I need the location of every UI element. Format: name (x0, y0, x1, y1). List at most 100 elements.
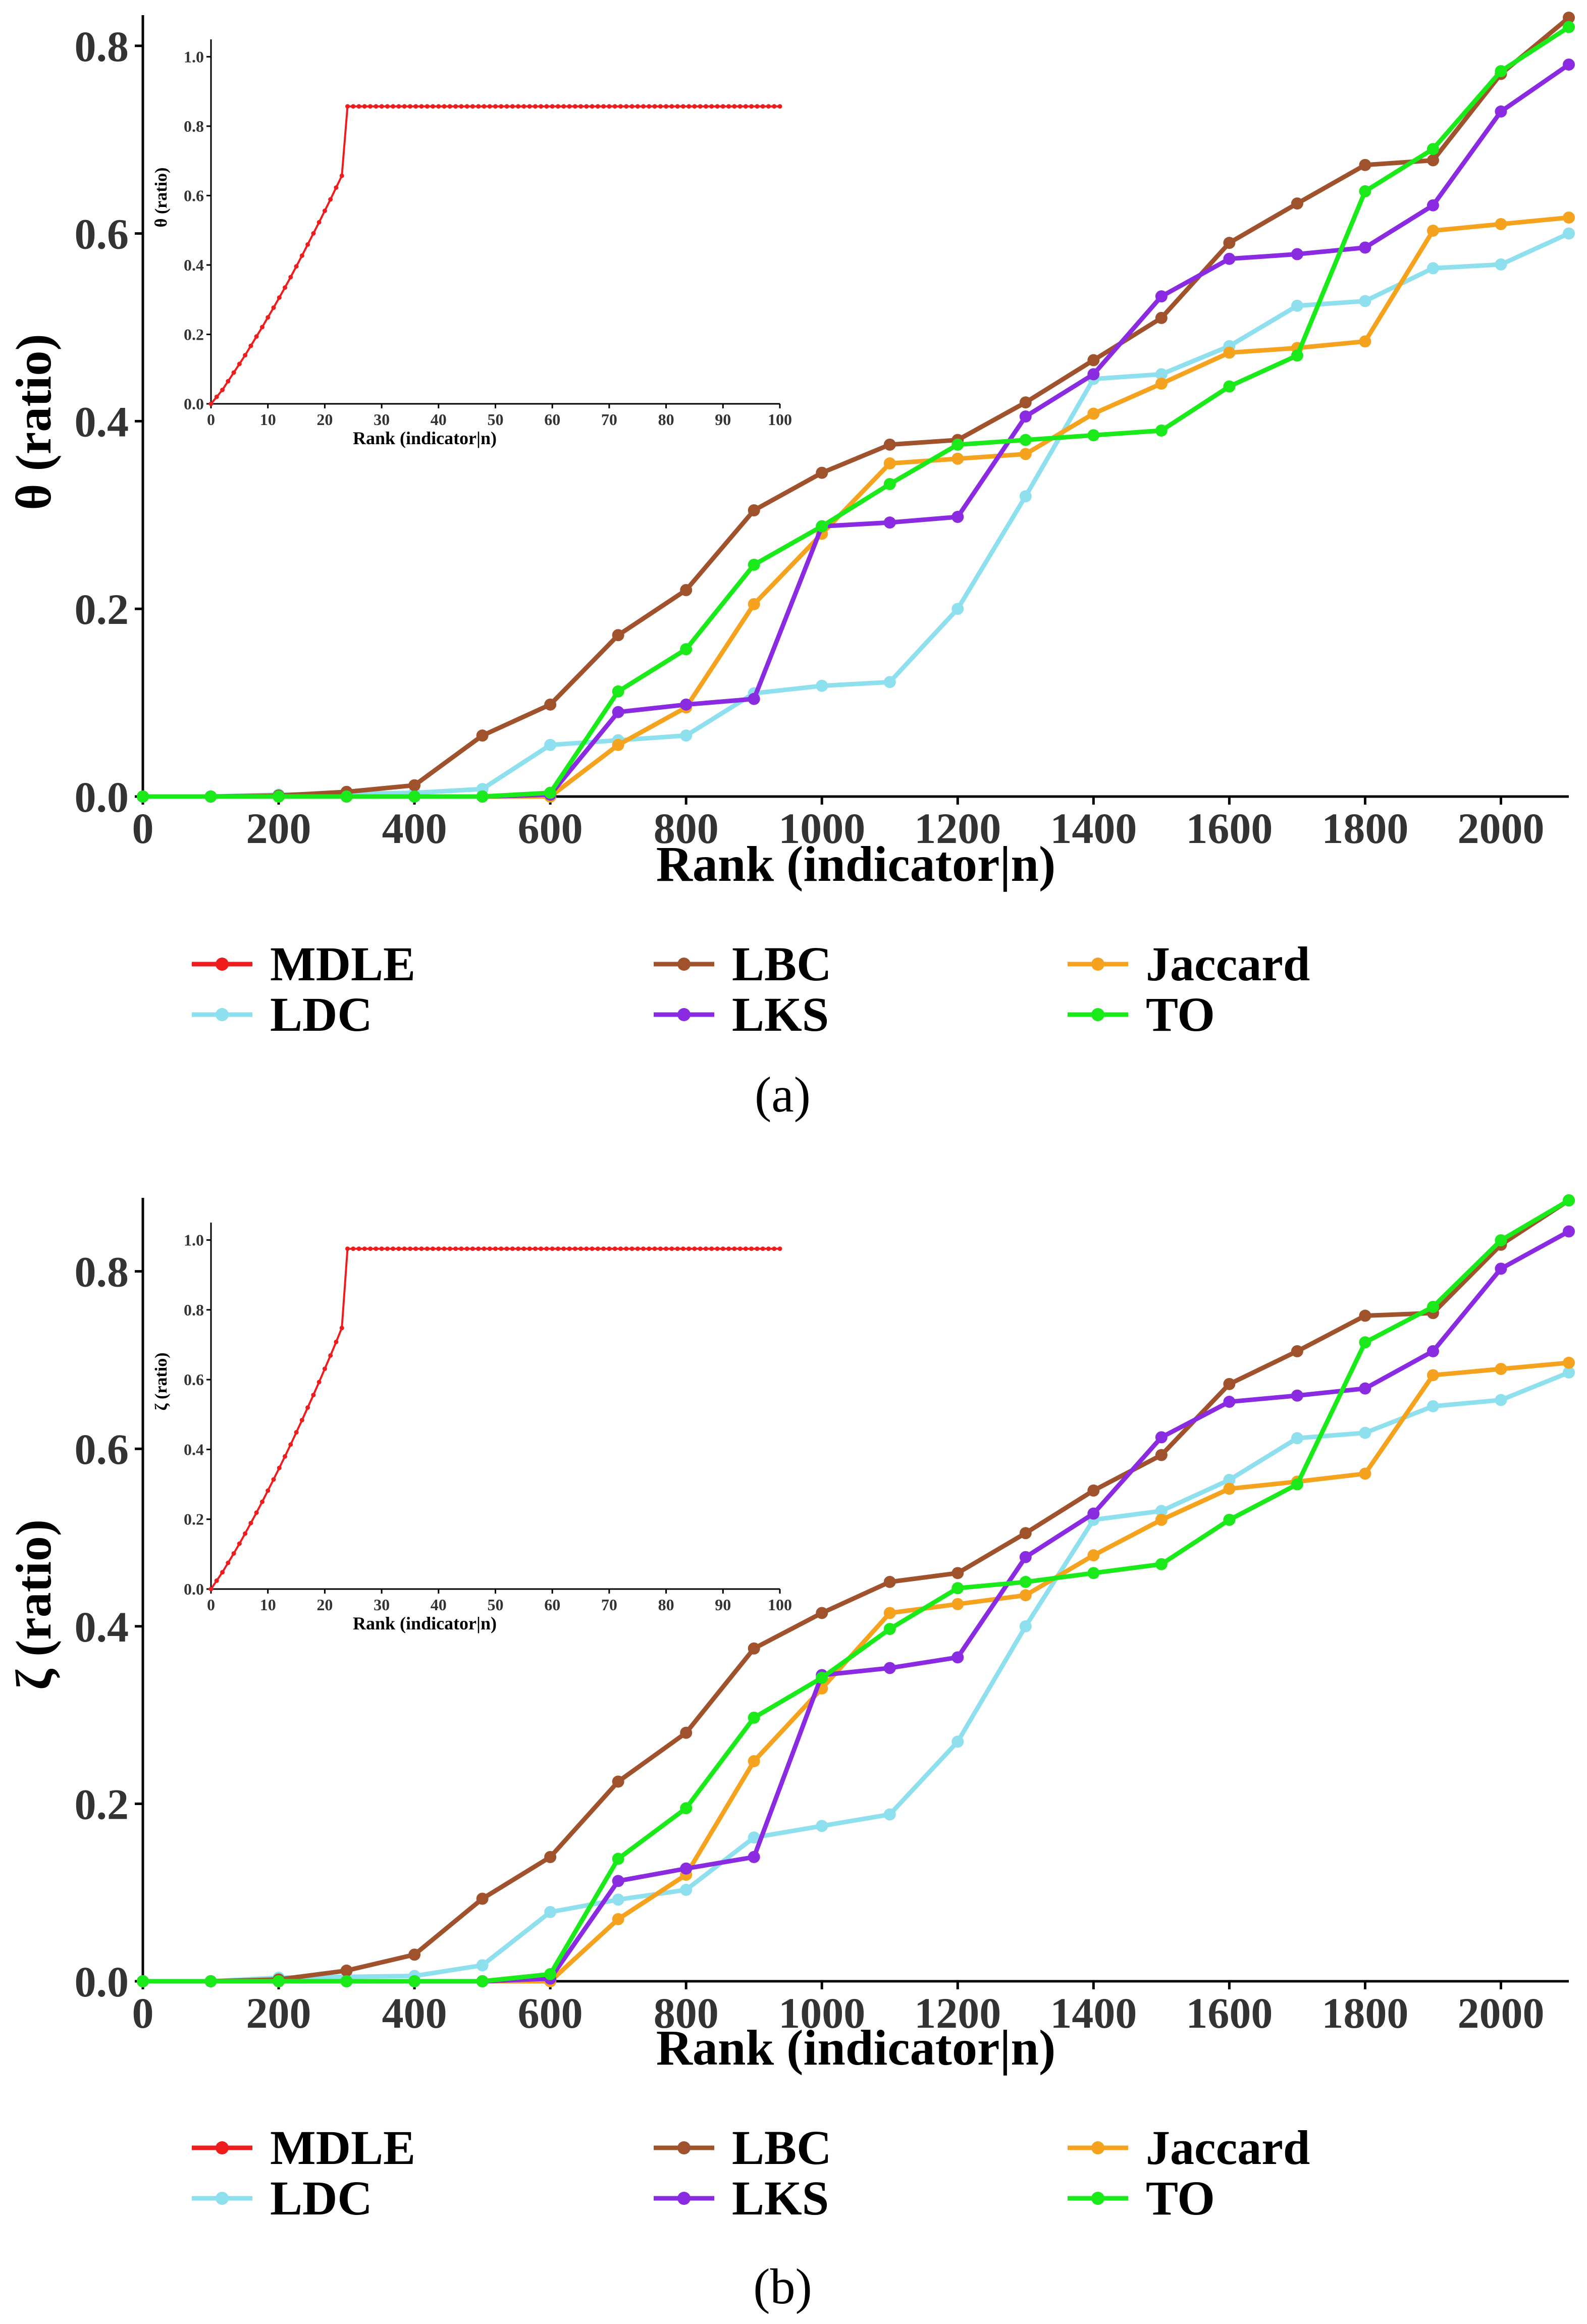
data-point (356, 1246, 361, 1251)
data-point (883, 1607, 896, 1619)
data-point (748, 1642, 760, 1655)
data-point (453, 104, 458, 109)
data-point (698, 1246, 703, 1251)
data-point (231, 370, 236, 375)
data-point (311, 1393, 316, 1398)
data-point (345, 104, 350, 109)
y-tick-label: 0.4 (75, 1603, 129, 1651)
series-mdle (208, 104, 782, 406)
data-point (584, 104, 589, 109)
data-point (1155, 1505, 1168, 1517)
data-point (680, 729, 693, 742)
data-point (408, 790, 421, 803)
data-point (1495, 258, 1507, 271)
data-point (647, 104, 652, 109)
data-point (266, 315, 271, 320)
data-point (883, 457, 896, 470)
inset-x-tick-label: 40 (431, 410, 447, 429)
data-point (641, 1246, 646, 1251)
data-point (544, 1968, 557, 1980)
data-point (1495, 1394, 1507, 1406)
data-point (607, 1246, 612, 1251)
series-to (137, 21, 1575, 803)
inset-x-tick-label: 20 (316, 410, 333, 429)
data-point (1426, 199, 1439, 212)
data-point (680, 1883, 693, 1896)
x-tick-label: 1000 (778, 1989, 865, 2037)
data-point (539, 104, 544, 109)
data-point (137, 1975, 149, 1987)
data-point (1087, 407, 1100, 420)
data-point (220, 1570, 225, 1575)
x-tick-label: 800 (654, 1989, 719, 2037)
data-point (1563, 21, 1575, 33)
legend-item-jaccard: Jaccard (1068, 937, 1310, 991)
data-point (686, 1246, 692, 1251)
data-point (567, 104, 572, 109)
legend-label: Jaccard (1146, 2121, 1310, 2175)
data-point (482, 1246, 487, 1251)
data-point (951, 1651, 964, 1664)
data-point (204, 790, 217, 803)
inset-y-tick-label: 0.4 (184, 1440, 204, 1458)
data-point (299, 1417, 304, 1422)
data-point (493, 104, 498, 109)
data-point (322, 208, 327, 214)
data-point (539, 1246, 544, 1251)
x-tick-label: 1200 (914, 1989, 1001, 2037)
data-point (1019, 434, 1032, 446)
series-line-lbc (143, 1198, 1570, 1984)
legend-label: Jaccard (1146, 937, 1310, 991)
data-point (1563, 12, 1575, 24)
data-point (567, 1246, 572, 1251)
data-point (487, 1246, 492, 1251)
data-point (1495, 1363, 1507, 1376)
data-point (1359, 1382, 1371, 1395)
inset-x-tick-label: 50 (488, 410, 504, 429)
legend-label: LDC (270, 987, 373, 1041)
data-point (1223, 380, 1236, 393)
data-point (464, 104, 469, 109)
data-point (208, 401, 214, 406)
data-point (1019, 1589, 1032, 1602)
data-point (816, 1820, 828, 1832)
data-point (533, 104, 538, 109)
data-point (464, 1246, 469, 1251)
data-point (408, 1975, 421, 1987)
data-point (476, 790, 489, 803)
inset-x-axis-title: Rank (indicator|n) (353, 428, 497, 448)
legend-item-mdle: MDLE (192, 2121, 415, 2175)
series-mdle (208, 1246, 782, 1592)
chart-panel-b: 0.00.20.40.60.80 200 400 600 800 1000 1200 1400… (6, 1194, 1575, 2314)
data-point (1359, 185, 1371, 197)
inset-y-tick-label: 0.8 (184, 117, 204, 135)
data-point (743, 1246, 748, 1251)
data-point (1019, 1575, 1032, 1588)
data-point (453, 1246, 458, 1251)
data-point (883, 1662, 896, 1674)
data-point (493, 1246, 498, 1251)
data-point (612, 1875, 624, 1887)
legend-item-ldc: LDC (192, 987, 373, 1041)
data-point (883, 676, 896, 689)
data-point (612, 629, 624, 642)
y-tick-label: 0.6 (75, 210, 129, 258)
y-tick-label: 0.8 (75, 22, 129, 71)
data-point (385, 1246, 390, 1251)
y-axis-title: θ (ratio) (6, 334, 62, 510)
data-point (436, 1246, 441, 1251)
x-tick-label: 200 (246, 804, 311, 853)
data-point (544, 738, 557, 751)
inset-chart: 0.0 0.2 0.4 0.6 0.8 1.0 0 10 20 30 40 50 60 70 80 90 100… (152, 1223, 792, 1633)
data-point (703, 104, 708, 109)
data-point (334, 1339, 339, 1344)
series-line-to (143, 25, 1570, 799)
x-tick-label: 600 (518, 1989, 583, 2037)
legend-label: LBC (732, 937, 831, 991)
inset-x-tick-label: 80 (658, 1596, 674, 1614)
data-point (760, 1246, 765, 1251)
data-point (1087, 1567, 1100, 1579)
data-point (1291, 1478, 1303, 1491)
legend-swatch-marker (677, 958, 691, 971)
data-point (590, 104, 595, 109)
